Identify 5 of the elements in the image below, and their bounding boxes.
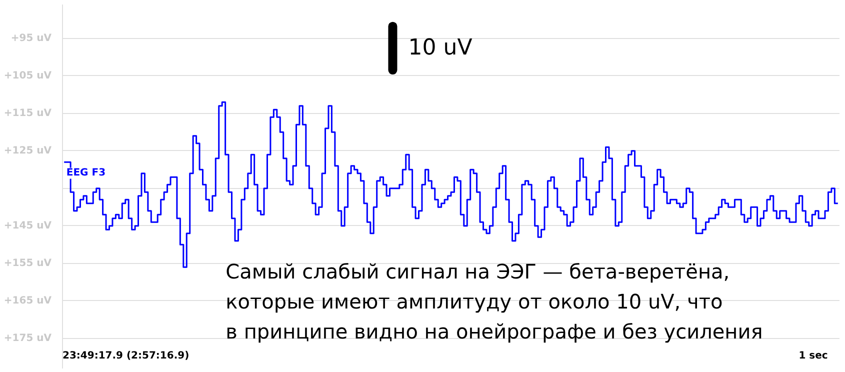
annotation: 10 uV [408,36,472,61]
annotation: Самый слабый сигнал на ЭЭГ — бета-веретёна, которые имеют амплитуду от около 10 uV, что в принципе видно на онейрографе и без усиления [226,259,763,344]
annotation: 23:49:17.9 (2:57:16.9) [62,350,190,362]
annotation: 1 sec [798,350,828,362]
series-label: EEG F3 [66,168,106,179]
